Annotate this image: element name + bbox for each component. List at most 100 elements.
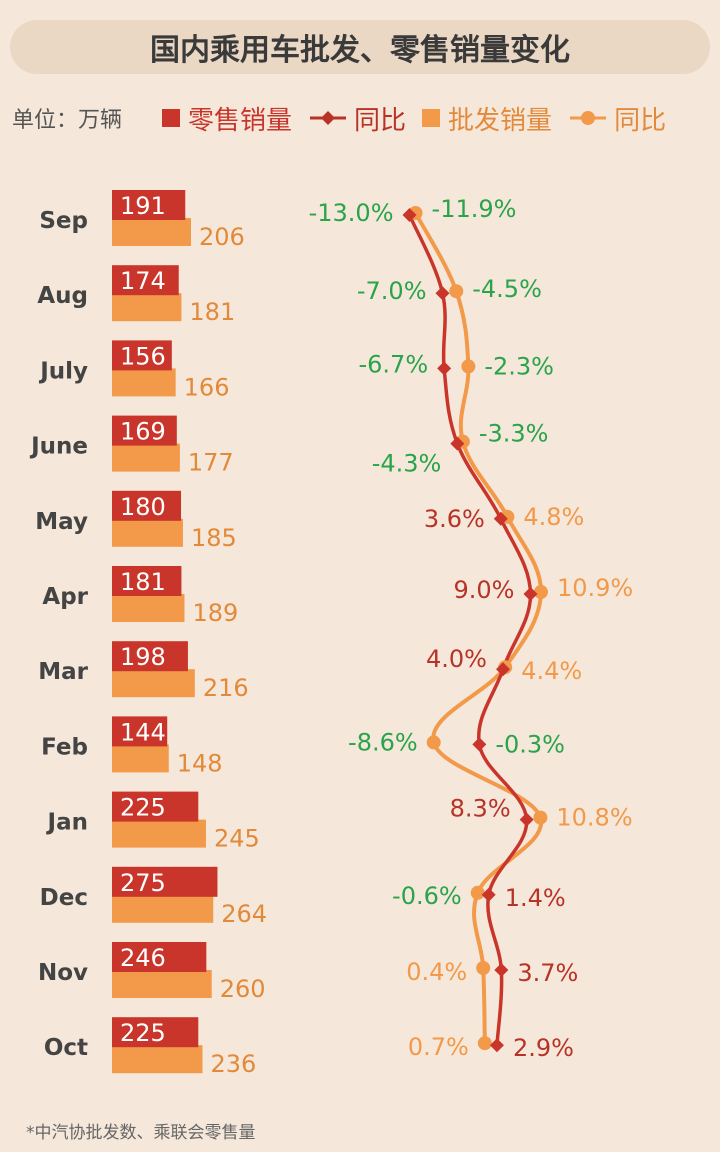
wholesale-yoy-label: 0.4% — [406, 958, 467, 986]
retail-value-label: 144 — [120, 718, 166, 746]
retail-bar — [112, 415, 177, 446]
retail-yoy-point — [450, 436, 465, 451]
wholesale-yoy-label: -3.3% — [479, 420, 549, 448]
wholesale-value-label: 166 — [184, 373, 230, 401]
retail-value-label: 181 — [120, 568, 166, 596]
legend-label-wholesale: 批发销量 — [448, 105, 553, 136]
wholesale-yoy-label: 4.8% — [523, 503, 584, 531]
wholesale-value-label: 185 — [191, 524, 237, 552]
footnote: *中汽协批发数、乘联会零售量 — [26, 1123, 256, 1143]
wholesale-bar — [112, 594, 185, 622]
retail-value-label: 198 — [120, 643, 166, 671]
wholesale-bar — [112, 368, 176, 397]
chart-title: 国内乘用车批发、零售销量变化 — [150, 33, 570, 68]
category-label: Feb — [41, 734, 88, 760]
wholesale-yoy-label: -11.9% — [432, 195, 517, 223]
retail-value-label: 156 — [120, 342, 166, 370]
wholesale-yoy-label: 10.8% — [556, 804, 632, 832]
wholesale-value-label: 189 — [192, 599, 238, 627]
retail-yoy-label: -7.0% — [357, 277, 427, 305]
wholesale-yoy-label: 0.7% — [408, 1033, 469, 1061]
legend-circle-line-icon — [570, 111, 607, 125]
category-label: July — [38, 358, 88, 384]
wholesale-value-label: 264 — [221, 900, 267, 928]
retail-yoy-label: -0.3% — [495, 730, 565, 758]
wholesale-value-label: 245 — [214, 825, 260, 853]
retail-value-label: 246 — [120, 944, 166, 972]
retail-yoy-point — [481, 887, 496, 902]
wholesale-yoy-label: 4.4% — [521, 657, 582, 685]
retail-value-label: 275 — [120, 869, 166, 897]
wholesale-yoy-point — [533, 585, 548, 599]
wholesale-value-label: 177 — [188, 449, 234, 477]
legend-label-wholesale-yoy: 同比 — [614, 105, 667, 136]
wholesale-value-label: 181 — [189, 298, 235, 326]
retail-yoy-label: 9.0% — [454, 576, 515, 604]
legend-swatch-retail — [162, 109, 181, 127]
retail-yoy-point — [472, 737, 487, 752]
legend-item-retail: 零售销量 — [162, 100, 292, 137]
wholesale-bar — [112, 669, 195, 698]
category-label: Apr — [42, 584, 88, 610]
wholesale-yoy-point — [426, 735, 441, 750]
retail-bar — [112, 791, 199, 822]
wholesale-value-label: 148 — [177, 749, 223, 777]
retail-yoy-point — [402, 208, 417, 222]
wholesale-yoy-point — [477, 1036, 492, 1051]
retail-yoy-point — [519, 812, 534, 827]
retail-bar — [112, 490, 182, 521]
retail-bar — [112, 265, 179, 296]
retail-bar — [112, 1017, 199, 1048]
legend-item-retail-yoy: 同比 — [308, 100, 406, 137]
retail-yoy-point — [493, 511, 508, 526]
retail-yoy-label: 4.0% — [426, 645, 487, 673]
legend-label-retail: 零售销量 — [188, 105, 293, 136]
wholesale-bar — [112, 819, 206, 848]
legend: 单位：万辆 零售销量 同比 批发销量 同比 — [12, 98, 712, 138]
retail-yoy-point — [494, 963, 509, 977]
retail-value-label: 174 — [120, 267, 166, 295]
retail-value-label: 169 — [120, 418, 166, 446]
retail-yoy-line — [407, 214, 533, 1046]
wholesale-yoy-point — [449, 284, 464, 299]
legend-swatch-wholesale — [422, 109, 441, 127]
retail-yoy-label: 3.6% — [424, 505, 485, 533]
chart-title-bar: 国内乘用车批发、零售销量变化 — [10, 20, 710, 74]
legend-item-wholesale-yoy: 同比 — [568, 100, 666, 137]
wholesale-bar — [112, 894, 214, 923]
retail-yoy-label: 1.4% — [505, 884, 566, 912]
retail-bar — [112, 716, 168, 747]
category-label: Dec — [40, 885, 88, 911]
wholesale-bar — [112, 744, 169, 773]
retail-yoy-label: 3.7% — [517, 959, 578, 987]
category-label: May — [35, 509, 88, 535]
wholesale-yoy-label: -2.3% — [484, 352, 554, 380]
retail-value-label: 191 — [120, 192, 166, 220]
category-label: Sep — [39, 208, 88, 234]
wholesale-bar — [112, 218, 192, 246]
category-label: Nov — [38, 960, 88, 986]
wholesale-yoy-point — [461, 359, 476, 374]
legend-label-retail-yoy: 同比 — [354, 105, 407, 136]
wholesale-yoy-point — [470, 885, 485, 900]
category-label: Aug — [37, 283, 88, 309]
wholesale-bar — [112, 293, 182, 322]
retail-yoy-point — [523, 587, 538, 601]
retail-yoy-label: -6.7% — [359, 350, 429, 378]
wholesale-value-label: 236 — [211, 1050, 257, 1078]
legend-item-wholesale: 批发销量 — [422, 100, 552, 137]
wholesale-bar — [112, 1045, 203, 1074]
wholesale-yoy-label: -0.6% — [392, 882, 462, 910]
retail-yoy-label: 8.3% — [450, 795, 511, 823]
wholesale-yoy-label: -4.5% — [472, 275, 542, 303]
retail-yoy-point — [437, 361, 452, 376]
retail-bar — [112, 190, 186, 220]
wholesale-bar — [112, 970, 212, 998]
retail-bar — [112, 942, 207, 972]
category-label: Oct — [44, 1035, 88, 1061]
wholesale-value-label: 206 — [199, 223, 245, 251]
retail-yoy-label: -13.0% — [309, 199, 394, 227]
wholesale-value-label: 216 — [203, 674, 249, 702]
wholesale-value-label: 260 — [220, 975, 266, 1003]
unit-label: 单位：万辆 — [12, 108, 123, 133]
